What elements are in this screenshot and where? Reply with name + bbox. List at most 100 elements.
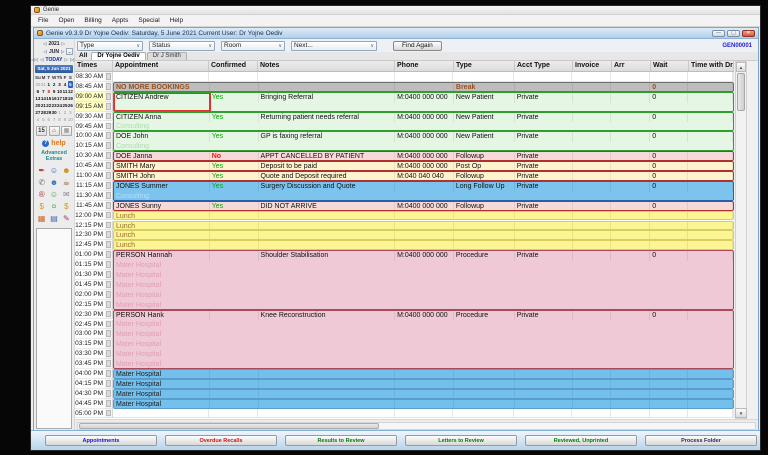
row-handle[interactable] bbox=[105, 408, 113, 419]
footer-tab-results-to-review[interactable]: Results to Review bbox=[285, 435, 397, 446]
row-handle[interactable] bbox=[105, 359, 113, 369]
horizontal-scrollbar[interactable] bbox=[75, 419, 758, 431]
dropdown-status[interactable]: Status ∨ bbox=[149, 40, 215, 51]
row-handle[interactable] bbox=[105, 349, 113, 360]
appointment-block[interactable]: SMITH Mary Yes Deposit to be paid M:0400 00… bbox=[113, 161, 734, 171]
calendar-day[interactable]: 7 bbox=[52, 117, 56, 122]
calendar-day[interactable]: 1 bbox=[47, 82, 51, 87]
month-combo-icon[interactable]: ⌄ bbox=[66, 48, 73, 55]
calendar-day[interactable]: 3 bbox=[69, 110, 72, 115]
row-handle[interactable] bbox=[105, 230, 113, 241]
calendar-day[interactable]: 13 bbox=[35, 96, 41, 101]
time-slot[interactable]: 09:30 AM bbox=[75, 111, 105, 122]
calendar-day[interactable]: 1 bbox=[58, 110, 61, 115]
coffee-icon[interactable]: ☕ bbox=[62, 178, 70, 187]
calendar-day[interactable]: 15 bbox=[46, 96, 52, 101]
appointment-block[interactable]: PERSON Hannah Shoulder Stabilisation M:040… bbox=[113, 250, 734, 310]
calendar-day[interactable]: 17 bbox=[57, 96, 63, 101]
appointment-block[interactable]: Mater Hospital bbox=[113, 378, 734, 389]
time-slot[interactable]: 08:45 AM bbox=[75, 81, 105, 92]
calendar-day[interactable]: 2 bbox=[63, 110, 67, 115]
calendar-day[interactable]: 16 bbox=[51, 96, 57, 101]
appointment-block[interactable]: PERSON Hank Knee Reconstruction M:0400 000… bbox=[113, 309, 734, 369]
calendar-day[interactable]: 5 bbox=[67, 81, 73, 88]
calendar-day[interactable]: 27 bbox=[35, 110, 41, 115]
calendar-day[interactable]: 20 bbox=[35, 103, 41, 108]
horizontal-scroll-thumb[interactable] bbox=[79, 422, 379, 429]
fast-forward-icon[interactable]: ▷▷ bbox=[69, 57, 77, 62]
calendar-day[interactable]: 29 bbox=[46, 110, 52, 115]
forward-icon[interactable]: ▷ bbox=[64, 57, 68, 62]
time-slot[interactable]: 04:15 PM bbox=[75, 378, 105, 389]
calendar-day[interactable]: 23 bbox=[51, 103, 57, 108]
row-handle[interactable] bbox=[105, 141, 113, 152]
time-slot[interactable]: 02:15 PM bbox=[75, 299, 105, 310]
ledger-icon[interactable]: ▤ bbox=[50, 214, 58, 223]
row-handle[interactable] bbox=[105, 260, 113, 270]
time-slot[interactable]: 01:45 PM bbox=[75, 279, 105, 290]
scroll-down-icon[interactable]: ▼ bbox=[735, 407, 747, 418]
tab-dr-yojne-oediv[interactable]: Dr Yojne Oediv bbox=[91, 52, 146, 60]
time-slot[interactable]: 12:30 PM bbox=[75, 230, 105, 241]
calendar-day[interactable]: 11 bbox=[62, 89, 68, 94]
time-slot[interactable]: 01:00 PM bbox=[75, 250, 105, 261]
appointment-block[interactable]: Mater Hospital bbox=[113, 388, 734, 399]
time-slot[interactable]: 10:00 AM bbox=[75, 131, 105, 142]
appointment-block[interactable]: NO MORE BOOKINGS Break 0 bbox=[113, 81, 734, 92]
row-handle[interactable] bbox=[105, 161, 113, 171]
calendar-day[interactable]: 21 bbox=[40, 103, 46, 108]
time-slot[interactable]: 03:00 PM bbox=[75, 329, 105, 340]
calendar-day[interactable]: 22 bbox=[46, 103, 52, 108]
appointments-window-titlebar[interactable]: Genie v9.3.9 Dr Yojne Oediv: Saturday, 5… bbox=[34, 28, 758, 39]
menu-help[interactable]: Help bbox=[169, 17, 184, 24]
chart-icon[interactable]: ▦ bbox=[37, 214, 46, 223]
pen-icon[interactable]: ✒ bbox=[38, 166, 46, 175]
time-slot[interactable]: 08:30 AM bbox=[75, 72, 105, 82]
next-month-icon[interactable]: ▷ bbox=[61, 49, 65, 54]
row-handle[interactable] bbox=[105, 250, 113, 261]
row-handle[interactable] bbox=[105, 151, 113, 162]
footer-tab-letters-to-review[interactable]: Letters to Review bbox=[405, 435, 517, 446]
dropdown-type[interactable]: Type ∨ bbox=[77, 40, 143, 51]
calendar-day[interactable]: 12 bbox=[67, 89, 73, 94]
calendar-day[interactable]: 14 bbox=[40, 96, 46, 101]
row-handle[interactable] bbox=[105, 378, 113, 389]
row-handle[interactable] bbox=[105, 369, 113, 379]
calendar-day[interactable]: 26 bbox=[67, 103, 73, 108]
appointment-block[interactable]: CITIZEN Anna Yes Returning patient needs r… bbox=[113, 111, 734, 132]
calendar-day[interactable]: 9 bbox=[63, 117, 67, 122]
calendar-day[interactable]: 8 bbox=[47, 89, 51, 94]
row-handle[interactable] bbox=[105, 200, 113, 211]
time-slot[interactable]: 03:45 PM bbox=[75, 359, 105, 369]
calendar-day[interactable]: 19 bbox=[67, 96, 73, 101]
row-handle[interactable] bbox=[105, 111, 113, 122]
find-again-button[interactable]: Find Again bbox=[393, 40, 442, 51]
calendar-day[interactable]: 6 bbox=[47, 117, 51, 122]
person-icon[interactable]: ☺ bbox=[49, 190, 59, 199]
time-slot[interactable]: 10:15 AM bbox=[75, 141, 105, 152]
fast-back-icon[interactable]: ◁◁ bbox=[31, 57, 39, 62]
row-handle[interactable] bbox=[105, 180, 113, 191]
menu-file[interactable]: File bbox=[38, 17, 49, 24]
row-handle[interactable] bbox=[105, 240, 113, 251]
time-slot[interactable]: 10:45 AM bbox=[75, 161, 105, 171]
row-handle[interactable] bbox=[105, 319, 113, 330]
time-slot[interactable]: 12:45 PM bbox=[75, 240, 105, 251]
sidebar-listbox[interactable] bbox=[36, 228, 72, 429]
appointment-block[interactable]: Lunch bbox=[113, 240, 734, 251]
time-slot[interactable]: 02:00 PM bbox=[75, 289, 105, 300]
footer-tab-reviewed-unprinted[interactable]: Reviewed, Unprinted bbox=[525, 435, 637, 446]
row-handle[interactable] bbox=[105, 339, 113, 350]
main-window-titlebar[interactable]: Genie bbox=[31, 6, 760, 15]
row-handle[interactable] bbox=[105, 279, 113, 290]
money-icon[interactable]: ¤ bbox=[51, 202, 57, 211]
patients-icon[interactable]: ☻ bbox=[62, 166, 71, 175]
row-handle[interactable] bbox=[105, 270, 113, 280]
row-handle[interactable] bbox=[105, 289, 113, 300]
calendar-day[interactable]: 30 bbox=[51, 110, 57, 115]
time-slot[interactable]: 12:00 PM bbox=[75, 210, 105, 221]
footer-tab-process-folder[interactable]: Process Folder bbox=[645, 435, 757, 446]
appointment-block[interactable]: DOE John Yes GP is faxing referral M:0400 0… bbox=[113, 131, 734, 152]
mail-icon[interactable]: ✉ bbox=[62, 190, 70, 199]
appointment-block[interactable]: Mater Hospital bbox=[113, 398, 734, 409]
